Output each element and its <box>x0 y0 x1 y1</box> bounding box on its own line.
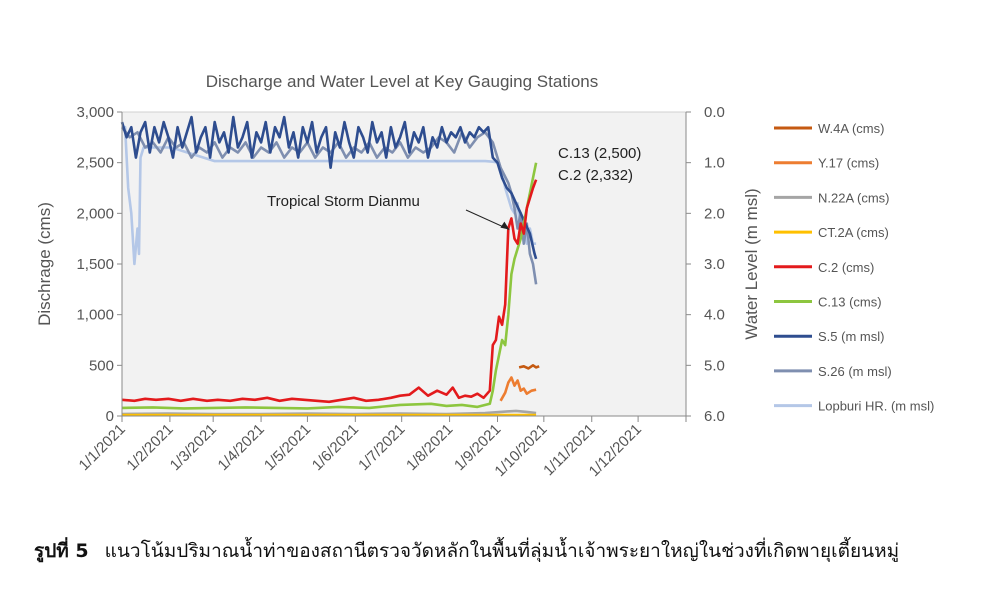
y-tick-label: 500 <box>89 357 114 374</box>
legend-entry-label: CT.2A (cms) <box>818 225 889 240</box>
series-line-s5 <box>120 115 538 260</box>
chart-title: Discharge and Water Level at Key Gauging… <box>206 72 598 91</box>
y-tick-label: 2,500 <box>76 155 114 172</box>
y2-tick-label: 2.0 <box>704 205 725 222</box>
y-tick-label: 3,000 <box>76 104 114 121</box>
figure-caption: รูปที่ 5 แนวโน้มปริมาณน้ำท่าของสถานีตรวจ… <box>34 536 899 566</box>
y2-tick-label: 5.0 <box>704 357 725 374</box>
y2-tick-label: 0.0 <box>704 104 725 121</box>
legend-entry-label: C.13 (cms) <box>818 295 882 310</box>
y-tick-label: 2,000 <box>76 205 114 222</box>
y2-tick-label: 6.0 <box>704 408 725 425</box>
series-line-c13 <box>121 162 538 410</box>
chart: Discharge and Water Level at Key Gauging… <box>35 72 934 480</box>
y2-axis-label: Water Level (m msl) <box>742 188 761 339</box>
x-tick-label: 1/5/2021 <box>261 421 314 474</box>
x-tick-label: 1/4/2021 <box>215 421 268 474</box>
legend-entry-label: S.5 (m msl) <box>818 329 884 344</box>
plot-area <box>121 111 687 417</box>
x-tick-label: 1/7/2021 <box>355 421 408 474</box>
y-tick-label: 0 <box>106 408 114 425</box>
legend-entry-label: S.26 (m msl) <box>818 364 892 379</box>
x-tick-label: 1/1/2021 <box>76 421 129 474</box>
series-line-c2 <box>121 179 538 404</box>
y-tick-label: 1,500 <box>76 256 114 273</box>
series-line-y17 <box>499 376 537 402</box>
caption-label: รูปที่ 5 <box>34 540 89 562</box>
legend-entry-label: W.4A (cms) <box>818 121 884 136</box>
y2-tick-label: 4.0 <box>704 307 725 324</box>
caption-text: แนวโน้มปริมาณน้ำท่าของสถานีตรวจวัดหลักใน… <box>104 540 900 562</box>
y-tick-label: 1,000 <box>76 307 114 324</box>
annotation-c2-label: C.2 (2,332) <box>558 167 633 184</box>
legend-entry-label: C.2 (cms) <box>818 260 874 275</box>
annotation-c13-label: C.13 (2,500) <box>558 145 641 162</box>
y2-tick-label: 3.0 <box>704 256 725 273</box>
x-tick-label: 1/8/2021 <box>403 421 456 474</box>
y-axis-label: Dischrage (cms) <box>35 202 54 326</box>
x-tick-label: 1/2/2021 <box>123 421 176 474</box>
legend-entry-label: Y.17 (cms) <box>818 156 879 171</box>
annotation-storm-label: Tropical Storm Dianmu <box>267 193 420 210</box>
y2-tick-label: 1.0 <box>704 155 725 172</box>
series-line-w4a <box>518 363 540 370</box>
x-tick-label: 1/3/2021 <box>167 421 220 474</box>
legend-entry-label: N.22A (cms) <box>818 190 890 205</box>
x-tick-label: 1/6/2021 <box>309 421 362 474</box>
annotation-arrow-head <box>500 221 510 230</box>
legend-entry-label: Lopburi HR. (m msl) <box>818 399 934 414</box>
